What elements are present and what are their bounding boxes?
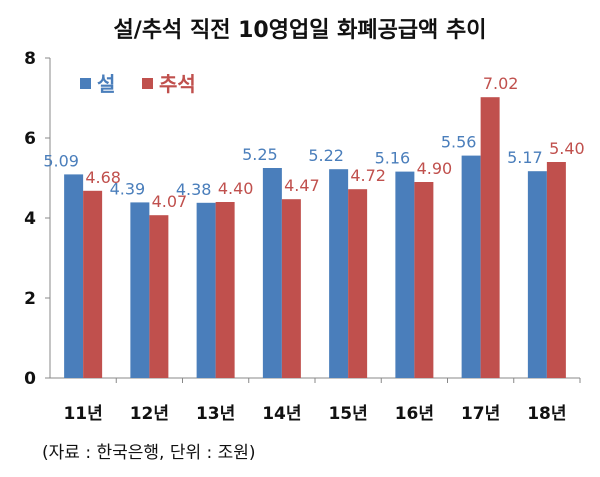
x-tick-label: 11년 xyxy=(63,404,102,424)
x-tick-label: 13년 xyxy=(196,404,235,424)
bar-seol xyxy=(196,202,216,378)
bar-seol xyxy=(461,155,481,378)
data-label: 4.68 xyxy=(85,168,121,187)
chart-legend: 설 추석 xyxy=(80,72,196,96)
x-tick-label: 15년 xyxy=(328,404,367,424)
data-label: 5.25 xyxy=(242,145,278,164)
data-label: 7.02 xyxy=(483,74,519,93)
x-tick-label: 14년 xyxy=(262,404,301,424)
bar-chuseok xyxy=(546,162,566,378)
x-tick-label: 12년 xyxy=(130,404,169,424)
y-tick-label: 2 xyxy=(24,289,36,309)
legend-swatch xyxy=(142,78,153,89)
bar-chuseok xyxy=(480,97,500,378)
bar-seol xyxy=(262,168,282,378)
chart-axes: 0 2 4 6 8 11년 12년 13년 14년 15년 16년 17년 18년 xyxy=(24,49,581,424)
bar-chuseok xyxy=(414,182,434,378)
x-tick-label: 16년 xyxy=(395,404,434,424)
legend-label: 추석 xyxy=(159,72,196,96)
bar-chuseok xyxy=(215,202,235,378)
chart-bars xyxy=(64,97,566,378)
data-label: 4.07 xyxy=(152,192,188,211)
bar-chuseok xyxy=(348,189,368,378)
bar-seol xyxy=(130,202,150,378)
y-tick-label: 4 xyxy=(24,209,36,229)
data-label: 4.72 xyxy=(350,166,386,185)
bar-seol xyxy=(329,169,349,378)
data-label: 4.47 xyxy=(284,176,320,195)
data-label: 4.40 xyxy=(218,179,254,198)
source-note: (자료 : 한국은행, 단위 : 조원) xyxy=(42,443,256,463)
bar-chuseok xyxy=(83,190,103,378)
y-tick-label: 0 xyxy=(24,369,36,389)
data-label: 5.17 xyxy=(507,148,543,167)
data-label: 4.90 xyxy=(417,159,453,178)
legend-swatch xyxy=(80,78,91,89)
bar-seol xyxy=(527,171,547,378)
bar-chuseok xyxy=(281,199,301,378)
bar-chuseok xyxy=(149,215,169,378)
chart-data-labels: 5.09 4.684.39 4.074.38 4.40 5.25 4.47 5.22 4.72… xyxy=(43,74,584,211)
data-label: 5.09 xyxy=(43,151,79,170)
x-tick-label: 17년 xyxy=(461,404,500,424)
chart-title: 설/추석 직전 10영업일 화폐공급액 추이 xyxy=(113,18,487,43)
y-tick-label: 6 xyxy=(24,129,36,149)
legend-label: 설 xyxy=(97,72,115,96)
y-tick-label: 8 xyxy=(24,49,36,69)
data-label: 5.16 xyxy=(375,149,411,168)
data-label: 4.39 xyxy=(110,179,146,198)
x-tick-label: 18년 xyxy=(527,404,566,424)
bar-seol xyxy=(395,171,415,378)
data-label: 5.56 xyxy=(441,133,477,152)
data-label: 5.40 xyxy=(549,139,585,158)
data-label: 4.38 xyxy=(176,180,212,199)
bar-seol xyxy=(64,174,84,378)
data-label: 5.22 xyxy=(308,146,344,165)
